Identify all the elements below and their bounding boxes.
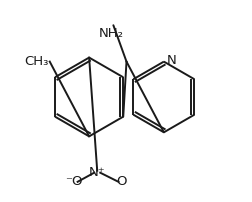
Text: ⁻O: ⁻O [65, 175, 82, 188]
Text: N⁺: N⁺ [88, 166, 105, 179]
Text: N: N [166, 54, 175, 67]
Text: O: O [116, 175, 126, 188]
Text: NH₂: NH₂ [99, 27, 123, 40]
Text: CH₃: CH₃ [24, 55, 49, 68]
